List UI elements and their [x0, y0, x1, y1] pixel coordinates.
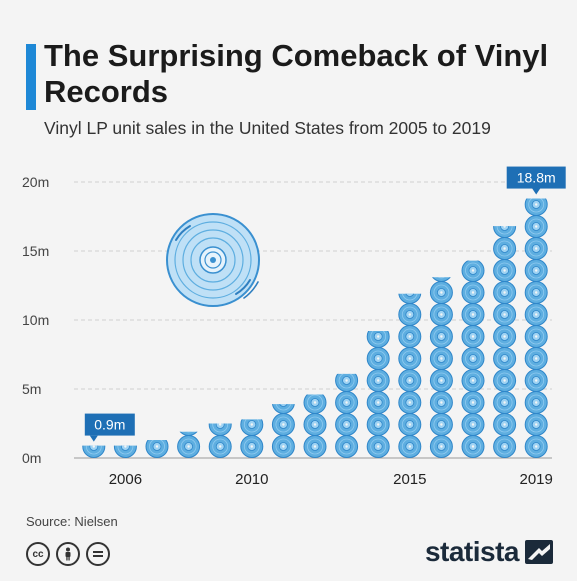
y-tick-label: 10m: [22, 312, 49, 328]
data-label-2019: 18.8m: [506, 166, 566, 195]
source-note: Source: Nielsen: [26, 514, 118, 529]
bar-2009: [208, 423, 232, 458]
bar-2014: [366, 331, 390, 458]
data-label-2005: 0.9m: [84, 413, 135, 442]
vinyl-sales-chart: 0m 5m 10m 15m 20m 0.9m 18.8m 2006 2010 2015 2019: [22, 166, 566, 488]
bar-2013: [335, 373, 359, 458]
by-icon: [56, 542, 80, 566]
bar-2016: [429, 277, 453, 458]
svg-text:0.9m: 0.9m: [94, 417, 125, 433]
bar-2012: [303, 394, 327, 458]
license-icons: cc: [26, 542, 110, 568]
x-tick-label: 2015: [393, 471, 426, 488]
bar-2011: [271, 404, 295, 458]
brand-name: statista: [424, 536, 520, 567]
svg-text:18.8m: 18.8m: [517, 170, 556, 186]
bar-2010: [240, 419, 264, 458]
y-tick-label: 0m: [22, 450, 41, 466]
vinyl-record-icon: [166, 213, 260, 307]
x-tick-label: 2006: [109, 471, 142, 488]
brand: statista: [425, 536, 553, 568]
title-accent-bar: [26, 44, 36, 110]
page-subtitle: Vinyl LP unit sales in the United States…: [44, 118, 491, 138]
bar-2008: [177, 431, 201, 458]
cc-icon: cc: [26, 542, 50, 566]
x-tick-label: 2010: [235, 471, 268, 488]
nd-icon: [86, 542, 110, 566]
bar-2018: [493, 226, 517, 458]
bar-2007: [145, 440, 169, 458]
x-tick-label: 2019: [520, 471, 553, 488]
statista-logo-icon: [525, 540, 553, 564]
bar-2017: [461, 260, 485, 458]
y-tick-label: 20m: [22, 174, 49, 190]
y-tick-label: 15m: [22, 243, 49, 259]
bar-2019: [524, 198, 548, 458]
y-tick-label: 5m: [22, 381, 41, 397]
page-title: The Surprising Comeback of Vinyl Records: [44, 38, 549, 109]
bar-2015: [398, 293, 422, 458]
